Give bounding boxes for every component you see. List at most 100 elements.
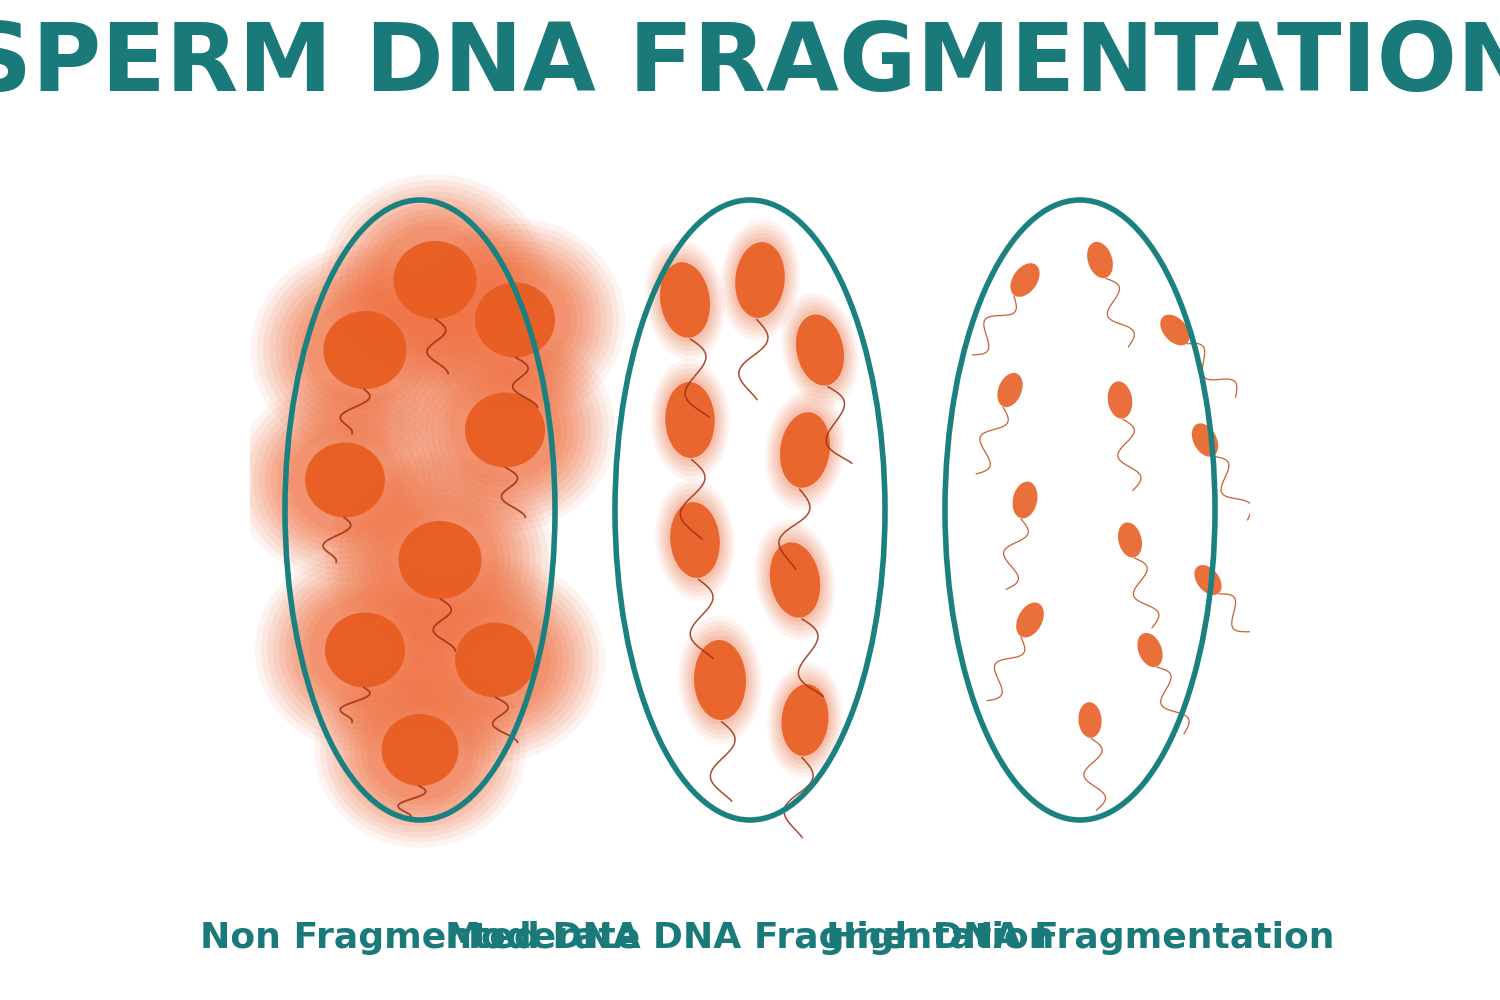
Ellipse shape — [297, 587, 433, 713]
Ellipse shape — [423, 235, 608, 405]
Ellipse shape — [654, 253, 716, 347]
Ellipse shape — [1078, 702, 1101, 738]
Ellipse shape — [345, 471, 536, 649]
Ellipse shape — [320, 658, 520, 842]
Ellipse shape — [413, 345, 597, 515]
Ellipse shape — [284, 423, 406, 537]
Ellipse shape — [357, 483, 524, 637]
Ellipse shape — [291, 582, 440, 718]
Ellipse shape — [315, 652, 525, 848]
Ellipse shape — [276, 267, 454, 433]
Ellipse shape — [723, 224, 797, 336]
Ellipse shape — [770, 542, 820, 618]
Ellipse shape — [366, 700, 474, 800]
Ellipse shape — [459, 268, 572, 372]
Ellipse shape — [309, 598, 422, 702]
Ellipse shape — [732, 238, 788, 322]
Ellipse shape — [399, 521, 482, 599]
Ellipse shape — [278, 417, 412, 543]
Ellipse shape — [1192, 423, 1218, 457]
Ellipse shape — [666, 382, 714, 458]
Ellipse shape — [1011, 263, 1040, 297]
Ellipse shape — [771, 399, 838, 501]
Ellipse shape — [429, 240, 602, 400]
Ellipse shape — [735, 242, 784, 318]
Ellipse shape — [393, 241, 477, 319]
Ellipse shape — [398, 569, 592, 751]
Ellipse shape — [660, 262, 710, 338]
Ellipse shape — [448, 378, 561, 482]
Ellipse shape — [294, 285, 435, 415]
Text: High DNA Fragmentation: High DNA Fragmentation — [825, 921, 1335, 955]
Ellipse shape — [405, 218, 626, 422]
Ellipse shape — [651, 359, 729, 481]
Ellipse shape — [251, 244, 480, 456]
Ellipse shape — [267, 559, 464, 741]
Ellipse shape — [777, 408, 832, 492]
Ellipse shape — [681, 621, 759, 739]
Ellipse shape — [288, 279, 442, 421]
Ellipse shape — [656, 479, 735, 601]
Ellipse shape — [326, 663, 514, 837]
Ellipse shape — [729, 233, 790, 327]
Ellipse shape — [339, 191, 531, 369]
Ellipse shape — [687, 630, 753, 730]
Ellipse shape — [344, 679, 496, 821]
Ellipse shape — [442, 373, 567, 487]
Ellipse shape — [406, 339, 603, 521]
Ellipse shape — [260, 400, 430, 560]
Ellipse shape — [270, 261, 460, 439]
Ellipse shape — [332, 460, 548, 660]
Ellipse shape — [376, 226, 494, 334]
Ellipse shape — [668, 498, 723, 582]
Ellipse shape — [774, 403, 836, 497]
Ellipse shape — [664, 493, 726, 587]
Ellipse shape — [382, 506, 498, 614]
Ellipse shape — [326, 454, 555, 666]
Ellipse shape — [1137, 633, 1162, 667]
Ellipse shape — [255, 548, 476, 752]
Ellipse shape — [308, 296, 423, 404]
Text: Moderate DNA Fragmentation: Moderate DNA Fragmentation — [446, 921, 1054, 955]
Ellipse shape — [651, 249, 718, 351]
Ellipse shape — [758, 524, 833, 636]
Ellipse shape — [453, 263, 578, 377]
Ellipse shape — [375, 500, 504, 620]
Ellipse shape — [788, 302, 853, 398]
Ellipse shape — [998, 373, 1023, 407]
Ellipse shape — [411, 224, 620, 416]
Ellipse shape — [778, 680, 831, 760]
Ellipse shape — [784, 297, 855, 403]
Ellipse shape — [770, 667, 840, 773]
Ellipse shape — [1088, 242, 1113, 278]
Ellipse shape — [370, 220, 500, 340]
Ellipse shape — [1118, 522, 1142, 558]
Ellipse shape — [660, 373, 720, 467]
Ellipse shape — [476, 282, 555, 358]
Ellipse shape — [760, 529, 830, 631]
Ellipse shape — [410, 580, 580, 740]
Ellipse shape — [392, 564, 598, 756]
Ellipse shape — [1107, 381, 1132, 419]
Ellipse shape — [273, 565, 458, 735]
Ellipse shape — [261, 554, 470, 746]
Ellipse shape — [790, 306, 850, 394]
Ellipse shape — [794, 310, 847, 390]
Ellipse shape — [694, 640, 746, 720]
Ellipse shape — [772, 671, 837, 769]
Ellipse shape — [279, 570, 452, 730]
Ellipse shape — [381, 714, 459, 786]
Ellipse shape — [350, 684, 490, 816]
Ellipse shape — [654, 364, 726, 476]
Ellipse shape — [433, 603, 556, 717]
Ellipse shape — [447, 257, 584, 383]
Ellipse shape — [394, 328, 615, 532]
Ellipse shape — [1013, 482, 1038, 518]
Ellipse shape — [369, 495, 510, 625]
Ellipse shape — [766, 538, 824, 622]
Ellipse shape — [780, 412, 830, 488]
Ellipse shape — [351, 477, 530, 643]
Ellipse shape — [662, 488, 729, 592]
Ellipse shape — [354, 690, 486, 810]
Ellipse shape — [764, 533, 826, 627]
